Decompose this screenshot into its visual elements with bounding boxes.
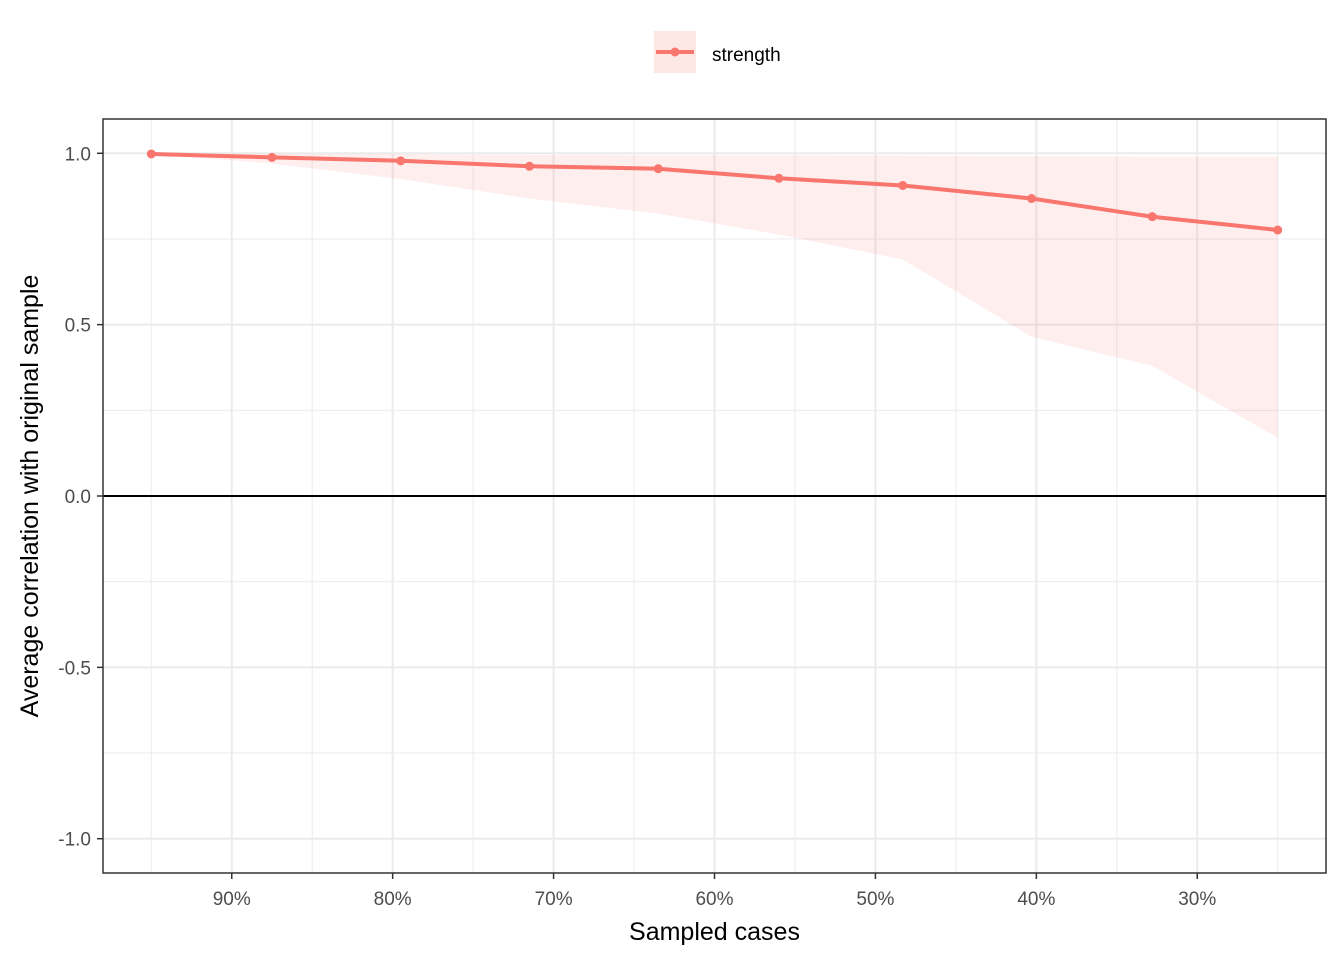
data-point	[146, 149, 156, 159]
x-tick-label: 60%	[695, 889, 733, 910]
confidence-band-area	[151, 154, 1278, 438]
data-point	[1147, 212, 1157, 222]
y-tick-label: 0.5	[65, 316, 91, 337]
y-tick-label: 1.0	[65, 144, 91, 165]
x-axis-title: Sampled cases	[629, 918, 800, 946]
y-tick-label: 0.0	[65, 487, 91, 508]
confidence-band	[151, 154, 1278, 438]
data-point	[1027, 194, 1037, 204]
series-line-strength	[151, 152, 1278, 232]
legend: strength	[654, 31, 781, 73]
data-point	[898, 180, 908, 190]
series-line-group	[151, 152, 1278, 232]
series-points	[146, 149, 1283, 235]
x-tick-label: 90%	[213, 889, 251, 910]
data-point	[524, 161, 534, 171]
data-point	[396, 156, 406, 166]
y-axis-title: Average correlation with original sample	[16, 275, 44, 718]
x-axis: 90% 80% 70% 60% 50% 40% 30%	[213, 873, 1216, 910]
x-tick-label: 80%	[374, 889, 412, 910]
x-tick-label: 30%	[1178, 889, 1216, 910]
y-axis: 1.0 0.5 0.0 -0.5 -1.0	[58, 144, 103, 851]
y-tick-label: -1.0	[58, 830, 91, 851]
y-tick-label: -0.5	[58, 658, 91, 679]
data-point	[1273, 225, 1283, 235]
data-point	[774, 173, 784, 183]
data-point	[267, 152, 277, 162]
x-tick-label: 40%	[1017, 889, 1055, 910]
x-tick-label: 50%	[856, 889, 894, 910]
legend-key-point	[670, 47, 680, 57]
x-tick-label: 70%	[535, 889, 573, 910]
legend-label-strength: strength	[712, 45, 781, 66]
data-point	[653, 164, 663, 174]
